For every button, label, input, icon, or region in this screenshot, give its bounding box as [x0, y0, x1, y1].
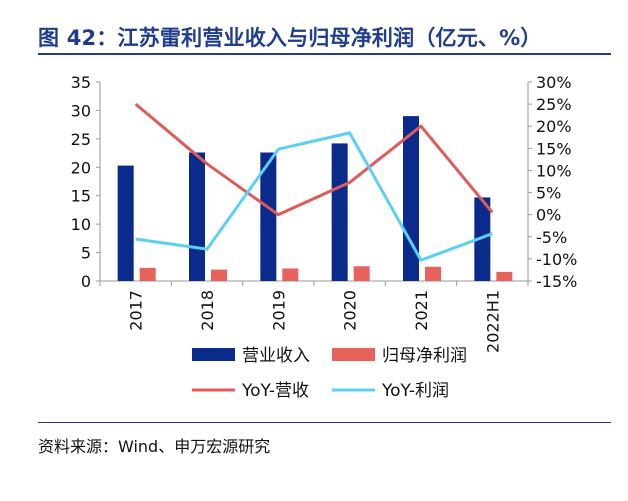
bar-revenue [403, 116, 419, 281]
legend-label-yoy-profit: YoY-利润 [381, 381, 449, 401]
y-right-tick-label: 30% [536, 73, 572, 92]
y-right-tick-label: 10% [536, 161, 572, 180]
y-left-tick-label: 0 [81, 272, 91, 291]
y-left-tick-label: 15 [71, 187, 91, 206]
y-right-tick-label: 0% [536, 206, 561, 225]
y-left-tick-label: 20 [71, 158, 91, 177]
y-right-tick-label: 25% [536, 95, 572, 114]
x-category-label: 2019 [269, 290, 288, 331]
y-right-tick-label: -5% [536, 228, 567, 247]
legend-label-revenue: 营业收入 [242, 346, 310, 366]
y-left-tick-label: 25 [71, 130, 91, 149]
line-yoy-revenue [134, 102, 494, 217]
bar-revenue [189, 152, 205, 281]
y-right-tick-label: -15% [536, 272, 577, 291]
chart-canvas: 0 5 10 15 20 25 30 35 -15% -10% -5% 0% 5% 10% 15% 20% 25… [71, 73, 578, 401]
bar-net-profit [282, 268, 299, 281]
chart-title: 图 42：江苏雷利营业收入与归母净利润（亿元、%） [38, 26, 542, 50]
y-left-tick-label: 5 [81, 244, 91, 263]
y-left-tick-label: 30 [71, 101, 91, 120]
legend-swatch-revenue [192, 348, 235, 361]
source-note: 资料来源：Wind、申万宏源研究 [38, 437, 271, 456]
bar-net-profit [139, 267, 156, 281]
legend-label-net-profit: 归母净利润 [382, 346, 467, 366]
bar-net-profit [353, 266, 370, 281]
legend-swatch-net-profit [332, 348, 375, 361]
bar-net-profit [211, 269, 227, 281]
bar-net-profit [425, 266, 441, 281]
y-left-tick-label: 10 [71, 215, 91, 234]
bar-revenue [117, 165, 134, 281]
y-left-tick-label: 35 [71, 73, 91, 92]
y-right-tick-label: 5% [536, 184, 561, 203]
x-category-label: 2020 [341, 290, 360, 331]
y-right-tick-label: 15% [536, 139, 572, 158]
legend-label-yoy-revenue: YoY-营收 [241, 381, 309, 401]
x-category-label: 2022H1 [483, 290, 502, 353]
bar-revenue [474, 197, 491, 281]
title-divider [38, 53, 611, 55]
footer-divider [38, 422, 611, 423]
line-yoy-profit [135, 131, 493, 262]
bar-revenue [260, 152, 277, 281]
x-category-label: 2021 [412, 290, 431, 331]
x-category-label: 2018 [198, 290, 217, 331]
x-category-label: 2017 [127, 290, 146, 331]
bar-revenue [331, 143, 348, 281]
bar-net-profit [496, 271, 513, 281]
y-right-tick-label: 20% [536, 117, 572, 136]
y-right-tick-label: -10% [536, 250, 577, 269]
